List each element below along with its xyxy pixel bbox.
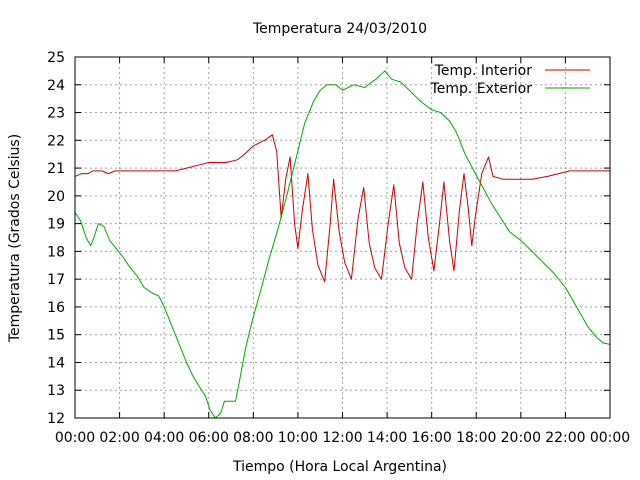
x-tick-label: 00:00 xyxy=(590,430,630,446)
y-tick-label: 12 xyxy=(47,411,65,427)
y-tick-label: 24 xyxy=(47,78,65,94)
y-axis-label: Temperatura (Grados Celsius) xyxy=(7,134,23,343)
x-tick-label: 02:00 xyxy=(99,430,139,446)
chart-title: Temperatura 24/03/2010 xyxy=(252,21,427,37)
legend: Temp. Interior Temp. Exterior xyxy=(430,63,590,97)
axis-ticks: 00:00 02:00 04:00 06:00 08:00 10:00 12:00 14:00… xyxy=(47,50,630,446)
y-tick-label: 15 xyxy=(47,328,65,344)
x-tick-label: 04:00 xyxy=(144,430,184,446)
x-tick-label: 00:00 xyxy=(55,430,95,446)
legend-label: Temp. Interior xyxy=(434,63,533,79)
x-tick-label: 16:00 xyxy=(411,430,451,446)
y-tick-label: 18 xyxy=(47,244,65,260)
y-tick-label: 16 xyxy=(47,300,65,316)
y-tick-label: 13 xyxy=(47,383,65,399)
x-tick-label: 10:00 xyxy=(278,430,318,446)
x-tick-label: 12:00 xyxy=(322,430,362,446)
y-tick-label: 25 xyxy=(47,50,65,66)
y-tick-label: 20 xyxy=(47,189,65,205)
grid xyxy=(75,57,610,418)
y-tick-label: 21 xyxy=(47,161,65,177)
series-line-interior xyxy=(74,134,610,283)
legend-label: Temp. Exterior xyxy=(430,81,533,97)
y-tick-label: 17 xyxy=(47,272,65,288)
y-tick-label: 22 xyxy=(47,133,65,149)
y-tick-label: 14 xyxy=(47,355,65,371)
y-tick-label: 23 xyxy=(47,106,65,122)
plot-frame xyxy=(74,56,611,419)
x-axis-label: Tiempo (Hora Local Argentina) xyxy=(232,459,447,475)
y-tick-label: 19 xyxy=(47,217,65,233)
x-tick-label: 14:00 xyxy=(367,430,407,446)
x-tick-label: 20:00 xyxy=(501,430,541,446)
x-tick-label: 18:00 xyxy=(456,430,496,446)
series-line-exterior xyxy=(74,70,611,419)
x-tick-label: 08:00 xyxy=(233,430,273,446)
series-layer xyxy=(74,70,611,419)
x-tick-label: 06:00 xyxy=(189,430,229,446)
x-tick-label: 22:00 xyxy=(545,430,585,446)
